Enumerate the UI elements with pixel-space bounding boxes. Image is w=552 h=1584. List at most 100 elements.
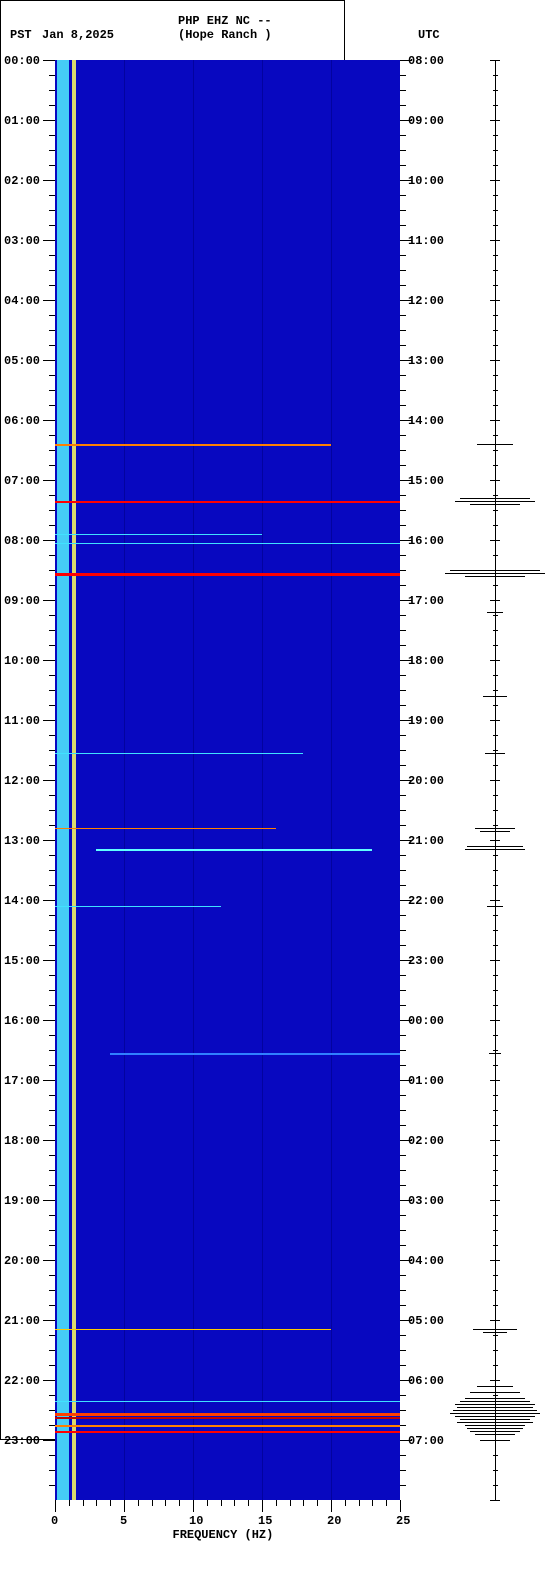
amp-minor-tick xyxy=(493,1230,498,1231)
pst-label-10: 10:00 xyxy=(4,654,40,668)
amp-minor-tick xyxy=(493,435,498,436)
pst-minor-tick xyxy=(49,1230,55,1231)
amp-minor-tick xyxy=(493,735,498,736)
amp-major-tick xyxy=(490,660,500,661)
pst-minor-tick xyxy=(49,1125,55,1126)
amp-major-tick xyxy=(490,60,500,61)
amp-minor-tick xyxy=(493,675,498,676)
pst-minor-tick xyxy=(49,1395,55,1396)
freq-minor-tick xyxy=(179,1500,180,1506)
amp-minor-tick xyxy=(493,945,498,946)
utc-label-5: 13:00 xyxy=(408,354,444,368)
freq-gridline xyxy=(262,60,263,1500)
spectral-event-4 xyxy=(55,573,400,576)
pst-minor-tick xyxy=(49,90,55,91)
utc-minor-tick xyxy=(400,1170,406,1171)
amp-minor-tick xyxy=(493,465,498,466)
pst-label-2: 02:00 xyxy=(4,174,40,188)
pst-major-tick xyxy=(43,1140,55,1141)
amp-spike-33 xyxy=(480,1440,510,1441)
pst-minor-tick xyxy=(49,75,55,76)
pst-minor-tick xyxy=(49,795,55,796)
pst-minor-tick xyxy=(49,375,55,376)
amp-minor-tick xyxy=(493,210,498,211)
amp-minor-tick xyxy=(493,630,498,631)
freq-minor-tick xyxy=(69,1500,70,1506)
freq-major-tick xyxy=(331,1500,332,1512)
pst-minor-tick xyxy=(49,1455,55,1456)
amp-spike-16 xyxy=(473,1329,517,1330)
freq-minor-tick xyxy=(290,1500,291,1506)
pst-minor-tick xyxy=(49,150,55,151)
spectral-event-3 xyxy=(55,543,400,544)
pst-minor-tick xyxy=(49,225,55,226)
pst-label-9: 09:00 xyxy=(4,594,40,608)
amp-minor-tick xyxy=(493,1350,498,1351)
pst-minor-tick xyxy=(49,390,55,391)
utc-minor-tick xyxy=(400,885,406,886)
utc-minor-tick xyxy=(400,825,406,826)
pst-minor-tick xyxy=(49,915,55,916)
utc-label-7: 15:00 xyxy=(408,474,444,488)
amp-minor-tick xyxy=(493,855,498,856)
amp-major-tick xyxy=(490,900,500,901)
utc-minor-tick xyxy=(400,495,406,496)
pst-label-12: 12:00 xyxy=(4,774,40,788)
amp-major-tick xyxy=(490,1380,500,1381)
amp-spike-18 xyxy=(477,1386,513,1387)
spectral-event-14 xyxy=(55,1425,400,1427)
amp-spike-30 xyxy=(467,1428,523,1429)
pst-minor-tick xyxy=(49,510,55,511)
utc-minor-tick xyxy=(400,855,406,856)
amp-minor-tick xyxy=(493,195,498,196)
amp-spike-24 xyxy=(453,1410,537,1411)
amp-spike-1 xyxy=(460,498,530,499)
amp-major-tick xyxy=(490,840,500,841)
pst-minor-tick xyxy=(49,570,55,571)
utc-minor-tick xyxy=(400,945,406,946)
pst-minor-tick xyxy=(49,330,55,331)
amp-minor-tick xyxy=(493,525,498,526)
freq-label-25: 25 xyxy=(396,1514,410,1528)
utc-minor-tick xyxy=(400,1215,406,1216)
amp-minor-tick xyxy=(493,345,498,346)
pst-minor-tick xyxy=(49,1305,55,1306)
pst-major-tick xyxy=(43,780,55,781)
amp-minor-tick xyxy=(493,990,498,991)
pst-minor-tick xyxy=(49,735,55,736)
amp-minor-tick xyxy=(493,810,498,811)
utc-minor-tick xyxy=(400,615,406,616)
amp-major-tick xyxy=(490,780,500,781)
pst-label-4: 04:00 xyxy=(4,294,40,308)
pst-minor-tick xyxy=(49,1215,55,1216)
amp-minor-tick xyxy=(493,615,498,616)
utc-minor-tick xyxy=(400,285,406,286)
utc-minor-tick xyxy=(400,1065,406,1066)
utc-minor-tick xyxy=(400,1470,406,1471)
amp-minor-tick xyxy=(493,315,498,316)
freq-label-20: 20 xyxy=(327,1514,341,1528)
freq-minor-tick xyxy=(386,1500,387,1506)
amp-major-tick xyxy=(490,420,500,421)
pst-label-6: 06:00 xyxy=(4,414,40,428)
amp-minor-tick xyxy=(493,1485,498,1486)
pst-label-17: 17:00 xyxy=(4,1074,40,1088)
pst-minor-tick xyxy=(49,555,55,556)
utc-minor-tick xyxy=(400,1410,406,1411)
pst-minor-tick xyxy=(49,465,55,466)
pst-major-tick xyxy=(43,720,55,721)
pst-minor-tick xyxy=(49,1485,55,1486)
freq-major-tick xyxy=(193,1500,194,1512)
amp-minor-tick xyxy=(493,1110,498,1111)
amp-major-tick xyxy=(490,360,500,361)
freq-minor-tick xyxy=(83,1500,84,1506)
amp-minor-tick xyxy=(493,885,498,886)
spectral-event-12 xyxy=(55,1413,400,1416)
freq-label-5: 5 xyxy=(120,1514,127,1528)
pst-minor-tick xyxy=(49,105,55,106)
pst-minor-tick xyxy=(49,525,55,526)
pst-minor-tick xyxy=(49,630,55,631)
pst-minor-tick xyxy=(49,750,55,751)
amp-major-tick xyxy=(490,480,500,481)
freq-minor-tick xyxy=(138,1500,139,1506)
